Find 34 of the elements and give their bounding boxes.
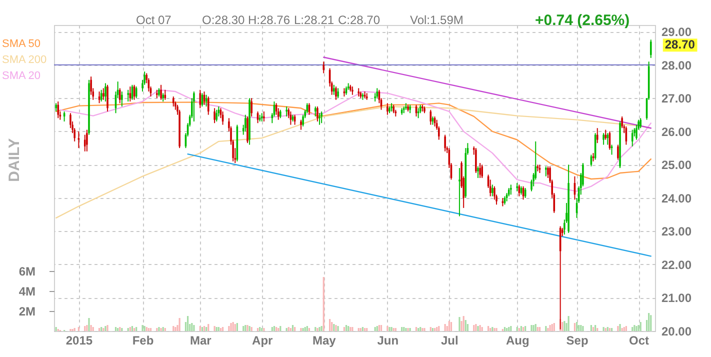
text: SMA 200 <box>2 54 47 66</box>
text: SMA 50 <box>2 38 41 50</box>
annotation: C:28.70 <box>338 13 380 27</box>
x-tick-label: Jul <box>441 334 458 348</box>
text: DAILY <box>6 138 23 182</box>
y2-tick-label: 26.00 <box>662 124 692 139</box>
annotation: O:28.30 <box>202 13 246 27</box>
x-tick-label: Aug <box>506 334 530 348</box>
y-tick-label: 6M <box>18 264 36 278</box>
y2-tick-label: 28.00 <box>662 58 692 72</box>
annotation: Vol:1.59M <box>410 13 464 27</box>
y2-tick-label: 29.00 <box>662 25 692 40</box>
annotation: +0.74 (2.65%) <box>535 12 630 29</box>
y2-tick-label: 22.00 <box>662 258 692 272</box>
y-tick-label: 4M <box>18 284 36 298</box>
x-tick-label: Feb <box>132 334 154 348</box>
x-tick-label: Apr <box>252 334 274 348</box>
y2-tick-label: 21.00 <box>662 291 692 306</box>
x-tick-label: Sep <box>566 334 588 348</box>
y-tick-label: 2M <box>18 304 36 318</box>
y2-tick-label: 20.00 <box>662 324 692 338</box>
x-tick-label: Mar <box>190 334 212 348</box>
annotation: L:28.21 <box>294 13 334 27</box>
text: SMA 20 <box>2 70 41 82</box>
y2-tick-label: 24.00 <box>662 191 692 206</box>
x-tick-label: Oct <box>629 334 650 348</box>
annotation: Oct 07 <box>136 13 172 27</box>
y2-tick-label: 25.00 <box>662 158 692 172</box>
y2-tick-label: 27.00 <box>662 92 692 106</box>
x-tick-label: 2015 <box>66 334 93 348</box>
x-tick-label: May <box>312 334 336 348</box>
x-tick-label: Jun <box>377 334 399 348</box>
y2-tick-label: 23.00 <box>662 224 692 239</box>
annotation: H:28.76 <box>248 13 290 27</box>
